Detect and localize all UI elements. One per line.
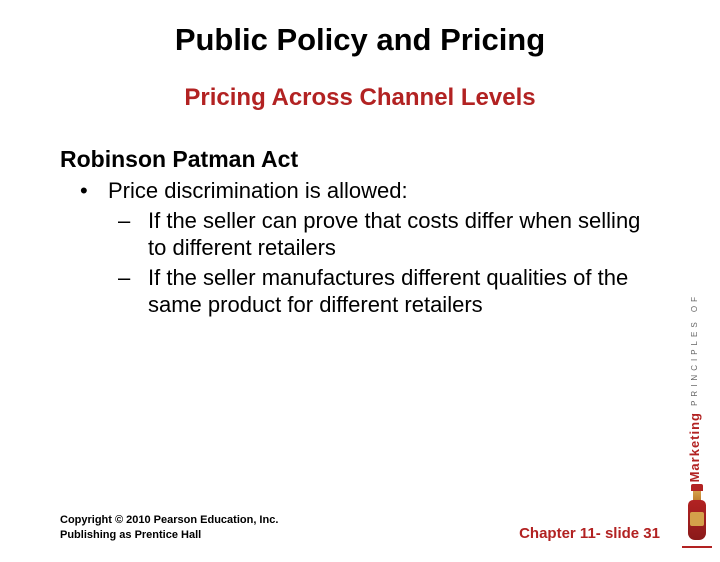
slide-subtitle: Pricing Across Channel Levels	[0, 84, 720, 112]
slide-title: Public Policy and Pricing	[0, 22, 720, 58]
section-heading: Robinson Patman Act	[60, 146, 660, 173]
logo-underline	[682, 546, 712, 548]
bottle-label	[690, 512, 704, 526]
footer: Copyright © 2010 Pearson Education, Inc.…	[0, 513, 720, 542]
bottle-body	[688, 500, 706, 540]
content-area: Robinson Patman Act Price discrimination…	[60, 146, 660, 319]
logo-small-text: PRINCIPLES OF	[690, 293, 699, 406]
bullet-level2-b: If the seller manufactures different qua…	[118, 264, 660, 319]
chapter-label: Chapter 11- slide 31	[519, 525, 660, 542]
copyright-line1: Copyright © 2010 Pearson Education, Inc.	[60, 513, 278, 527]
copyright-text: Copyright © 2010 Pearson Education, Inc.…	[60, 513, 278, 542]
bullet-level2-a: If the seller can prove that costs diffe…	[118, 207, 660, 262]
bullet-level1: Price discrimination is allowed:	[80, 177, 660, 205]
bottle-neck	[693, 491, 701, 500]
logo-main-text: Marketing	[687, 412, 702, 482]
bottle-cap	[691, 484, 703, 491]
brand-logo: PRINCIPLES OF Marketing	[676, 282, 712, 482]
bottle-icon	[688, 484, 706, 540]
